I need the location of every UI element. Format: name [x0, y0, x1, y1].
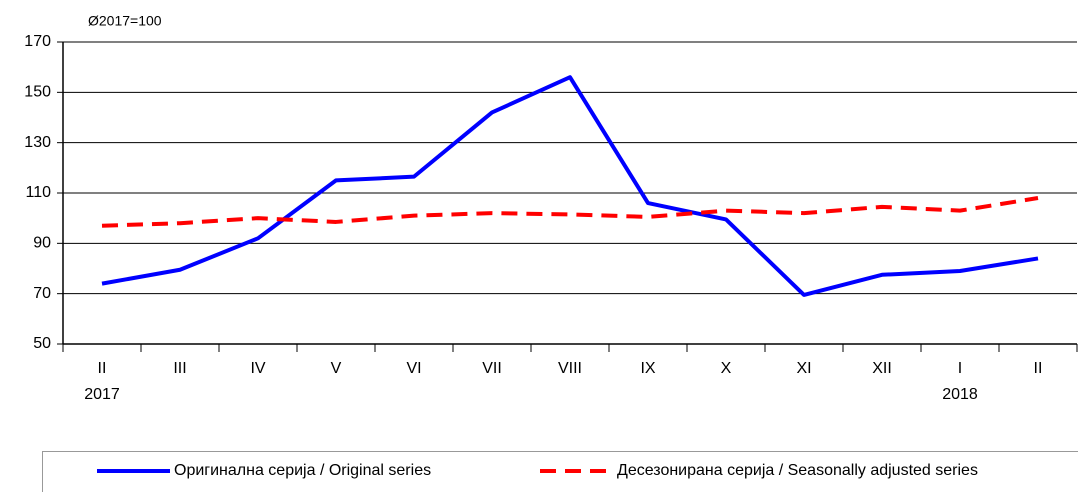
series-line: [101, 196, 1039, 228]
x-tick-label: X: [721, 360, 732, 377]
y-tick-label: 130: [24, 134, 51, 151]
unit-label: Ø2017=100: [88, 13, 162, 29]
legend-label: Оригинална серија / Original series: [174, 462, 431, 479]
y-tick-label: 70: [33, 285, 51, 302]
x-tick-label: V: [331, 360, 342, 377]
x-tick-label: VIII: [558, 360, 582, 377]
y-tick-label: 90: [33, 235, 51, 252]
x-tick-label: III: [173, 360, 186, 377]
series-line: [101, 75, 1039, 297]
y-tick-label: 150: [24, 84, 51, 101]
x-tick-label: II: [1034, 360, 1043, 377]
x-tick-label: II: [98, 360, 107, 377]
legend-label: Десезонирана серија / Seasonally adjuste…: [617, 462, 978, 479]
x-tick-label: VII: [482, 360, 502, 377]
legend-box: [42, 451, 1078, 492]
x-tick-label: IV: [250, 360, 265, 377]
x-tick-label: I: [958, 360, 962, 377]
y-tick-label: 170: [24, 33, 51, 50]
x-tick-label: XII: [872, 360, 892, 377]
y-tick-label: 50: [33, 335, 51, 352]
y-tick-label: 110: [25, 184, 51, 201]
year-label: 2018: [942, 386, 978, 403]
x-tick-label: VI: [406, 360, 421, 377]
x-tick-label: IX: [640, 360, 655, 377]
x-tick-label: XI: [796, 360, 811, 377]
year-label: 2017: [84, 386, 120, 403]
